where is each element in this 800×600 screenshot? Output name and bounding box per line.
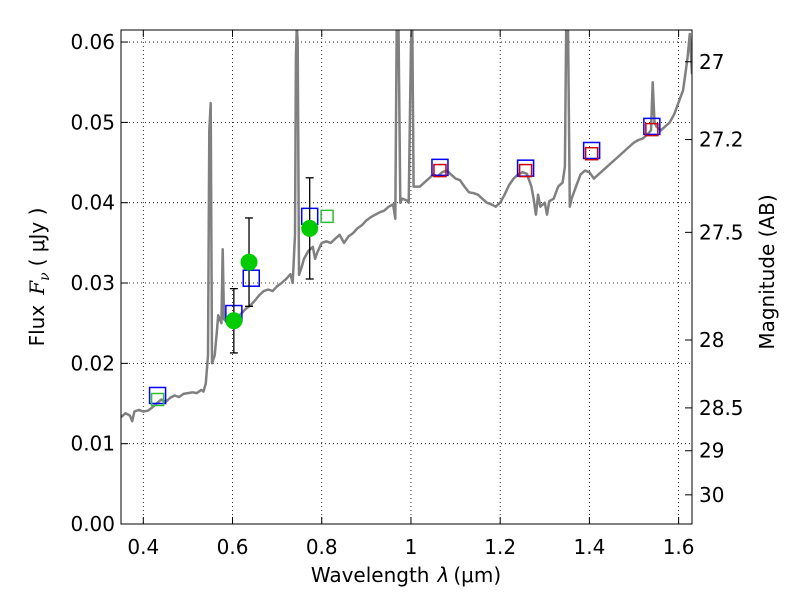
y2-tick-label: 27.5: [699, 220, 744, 244]
square-marker: [518, 163, 533, 178]
square-marker: [433, 163, 447, 178]
y2-tick-label: 29: [699, 439, 724, 463]
y-tick-label: 0.05: [70, 110, 115, 134]
y-axis-label-symbol: F: [25, 280, 49, 296]
y2-tick-label: 28.5: [699, 396, 744, 420]
square-marker: [320, 209, 334, 224]
y-tick-label: 0.03: [70, 271, 115, 295]
y2-tick-label: 28: [699, 328, 724, 352]
y-axis-label: Flux Fν ( μJy ): [25, 208, 53, 347]
y-tick-label: 0.04: [70, 191, 115, 215]
square-marker: [582, 141, 601, 160]
y-tick-label: 0.06: [70, 30, 115, 54]
y2-axis-label: Magnitude (AB): [755, 194, 779, 349]
x-axis-label: Wavelength λ (μm): [311, 563, 501, 587]
x-tick-label: 0.8: [306, 535, 338, 559]
y-tick-label: 0.01: [70, 432, 115, 456]
x-axis-label-prefix: Wavelength: [311, 563, 430, 587]
square-marker: [150, 392, 165, 407]
square-marker: [584, 146, 599, 161]
y-tick-label: 0.00: [70, 512, 115, 536]
y2-tick-label: 30: [699, 483, 724, 507]
plot-background: [121, 30, 692, 524]
data-point: [240, 253, 258, 271]
data-point: [301, 219, 319, 237]
y2-tick-label: 27: [699, 50, 724, 74]
spectrum-line: [121, 30, 692, 423]
plot-frame: [120, 29, 693, 525]
x-tick-label: 1.2: [484, 535, 516, 559]
square-marker: [645, 122, 659, 137]
x-axis-label-symbol: λ: [437, 563, 450, 587]
x-axis-label-unit: (μm): [453, 563, 501, 587]
tick-labels: 0.4 0.6 0.8 1 1.2 1.4 1.6 0.00 0.01 0.02 0.03 0.04 0…: [70, 30, 743, 559]
data-layer: [121, 30, 692, 423]
data-point: [225, 312, 243, 330]
tick-marks: [121, 30, 692, 525]
square-marker: [643, 117, 661, 136]
x-tick-label: 1.6: [663, 535, 695, 559]
x-tick-label: 0.6: [217, 535, 249, 559]
y-axis-label-subscript: ν: [37, 272, 53, 281]
marker-layer: [148, 117, 661, 407]
x-tick-label: 1.4: [573, 535, 605, 559]
y2-tick-label: 27.2: [699, 128, 744, 152]
x-tick-label: 0.4: [127, 535, 159, 559]
square-marker: [431, 158, 449, 177]
y-axis-label-prefix: Flux: [25, 305, 49, 347]
y-axis-label-unit: ( μJy ): [25, 208, 49, 267]
square-marker: [148, 386, 167, 405]
y-tick-label: 0.02: [70, 351, 115, 375]
x-tick-label: 1: [405, 535, 418, 559]
